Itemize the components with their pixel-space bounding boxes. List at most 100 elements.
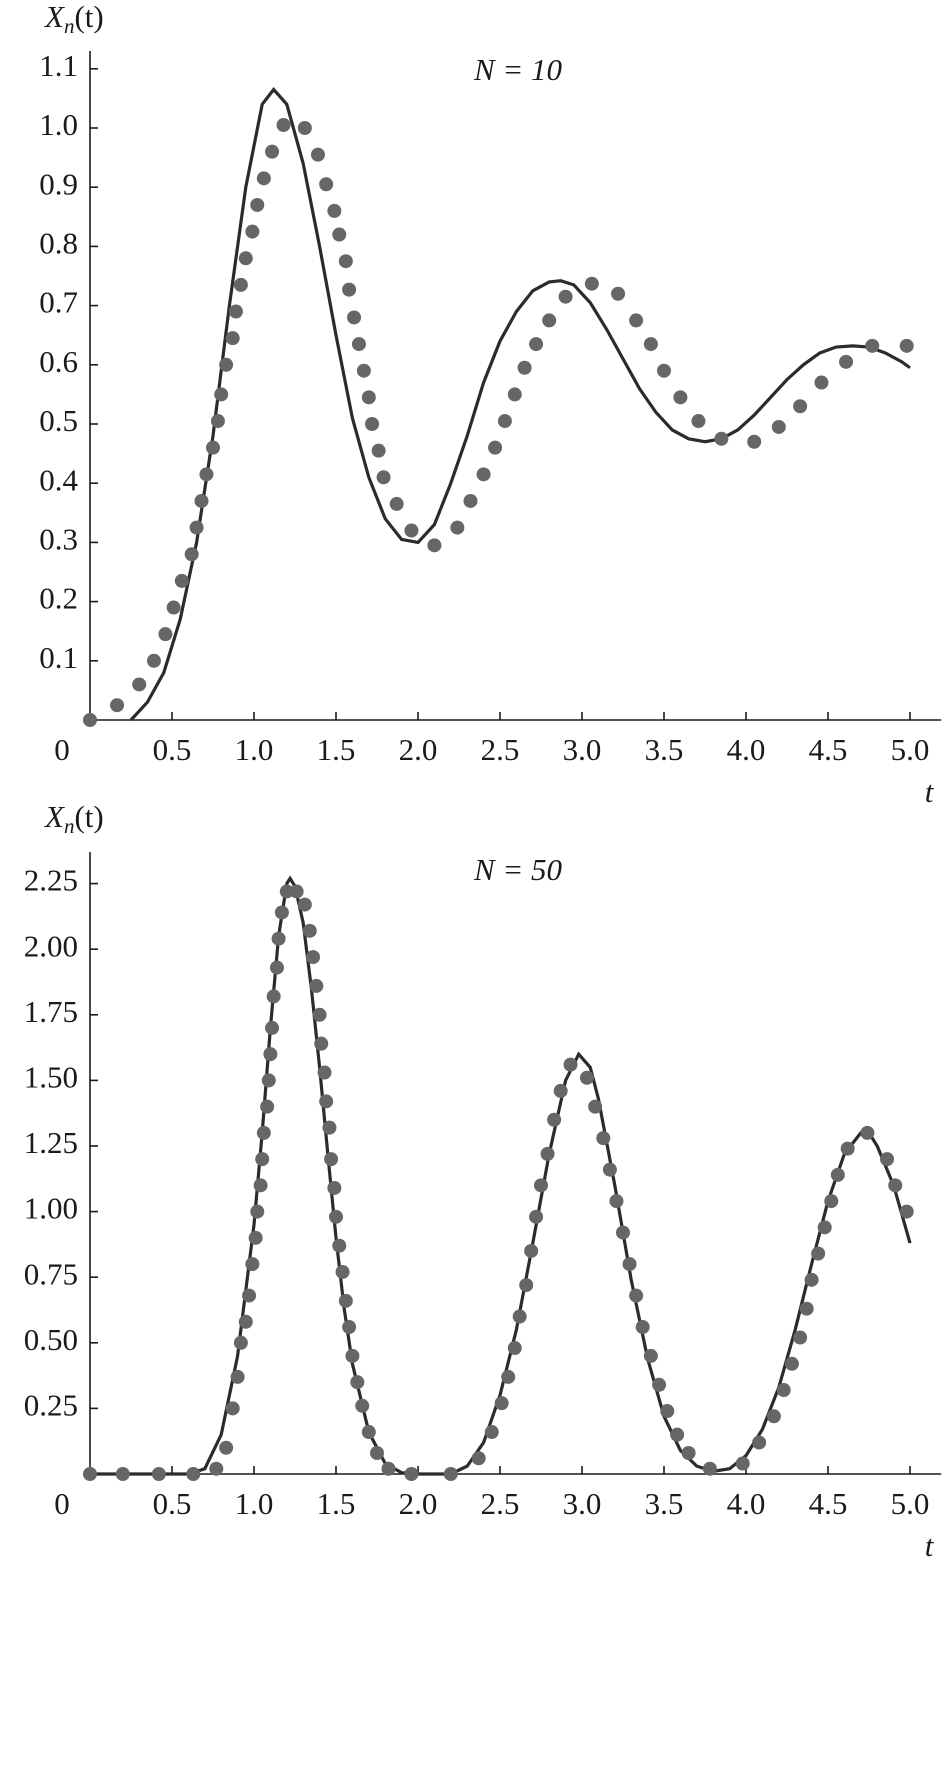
annotation: N = 10	[473, 52, 563, 87]
point	[319, 1094, 334, 1109]
point	[376, 470, 391, 485]
point	[151, 1467, 166, 1481]
point	[553, 1083, 568, 1098]
point	[404, 523, 419, 538]
x-tick-label: 2.5	[481, 1486, 520, 1521]
point	[681, 1446, 696, 1461]
point	[338, 1293, 353, 1308]
point	[596, 1131, 611, 1146]
point	[524, 1243, 539, 1258]
point	[860, 1125, 875, 1140]
point	[265, 144, 280, 159]
x-tick-label: 3.0	[563, 732, 602, 767]
point	[540, 1146, 555, 1161]
point	[297, 121, 312, 135]
point	[214, 387, 229, 402]
point	[158, 627, 173, 642]
x-tick-label: 0	[54, 732, 70, 767]
point	[317, 1065, 332, 1080]
point	[186, 1467, 201, 1481]
point	[512, 1309, 527, 1324]
y-tick-label: 1.75	[24, 994, 78, 1029]
y-axis-label: Xn(t)	[43, 0, 104, 38]
point	[110, 698, 125, 713]
y-tick-label: 0.2	[39, 581, 78, 616]
point	[529, 1209, 544, 1224]
point	[558, 289, 573, 304]
point	[279, 884, 294, 899]
point	[404, 1467, 419, 1481]
point	[255, 1152, 270, 1167]
x-tick-label: 0.5	[153, 732, 192, 767]
y-tick-label: 0.1	[39, 640, 78, 675]
point	[830, 1167, 845, 1182]
y-label-main: X	[43, 0, 65, 34]
y-tick-label: 0.25	[24, 1388, 78, 1423]
y-tick-label: 0.7	[39, 285, 78, 320]
point	[804, 1272, 819, 1287]
point	[766, 1409, 781, 1424]
point	[389, 496, 404, 511]
point	[319, 177, 334, 192]
point	[865, 338, 880, 353]
point	[342, 1320, 357, 1335]
point	[616, 1225, 630, 1240]
point	[670, 1427, 685, 1442]
x-tick-label: 3.5	[645, 732, 684, 767]
point	[507, 1341, 522, 1356]
point	[230, 1369, 245, 1384]
y-tick-label: 2.00	[24, 928, 78, 963]
point	[517, 360, 532, 375]
y-tick-label: 0.4	[39, 462, 78, 497]
point	[371, 443, 386, 458]
point	[314, 1036, 329, 1051]
point	[888, 1178, 903, 1193]
point	[233, 277, 248, 292]
x-tick-label: 2.0	[399, 732, 438, 767]
point	[253, 1178, 268, 1193]
point	[219, 357, 234, 372]
point	[83, 713, 97, 727]
point	[322, 1120, 337, 1135]
point	[260, 1099, 275, 1114]
point	[263, 1047, 278, 1062]
x-axis-label: t	[925, 774, 935, 809]
point	[250, 197, 265, 212]
point	[350, 1375, 365, 1390]
annotation: N = 50	[473, 852, 563, 887]
x-tick-label: 0.5	[153, 1486, 192, 1521]
point	[225, 331, 240, 346]
x-tick-label: 2.0	[399, 1486, 438, 1521]
point	[507, 387, 522, 402]
y-tick-label: 0.3	[39, 522, 78, 557]
point	[324, 1152, 339, 1167]
point	[238, 251, 253, 266]
point	[691, 414, 706, 429]
point	[793, 1330, 808, 1345]
x-tick-label: 5.0	[891, 732, 930, 767]
point	[542, 313, 557, 328]
point	[584, 276, 599, 291]
point	[609, 1194, 624, 1209]
point	[248, 1230, 263, 1245]
y-axis-label: Xn(t)	[43, 799, 104, 838]
point	[342, 282, 357, 297]
point	[629, 1288, 644, 1303]
point	[840, 1141, 855, 1156]
x-axis-label: t	[925, 1528, 935, 1563]
point	[563, 1057, 578, 1072]
point	[345, 1348, 360, 1363]
point	[776, 1383, 791, 1398]
x-tick-label: 0	[54, 1486, 70, 1521]
point	[381, 1461, 396, 1476]
point	[370, 1446, 384, 1461]
point	[899, 1204, 914, 1219]
point	[256, 1125, 271, 1140]
point	[269, 960, 284, 975]
point	[206, 440, 220, 455]
point	[302, 923, 317, 938]
x-tick-label: 1.5	[317, 1486, 356, 1521]
point	[356, 363, 371, 378]
point	[547, 1112, 562, 1127]
